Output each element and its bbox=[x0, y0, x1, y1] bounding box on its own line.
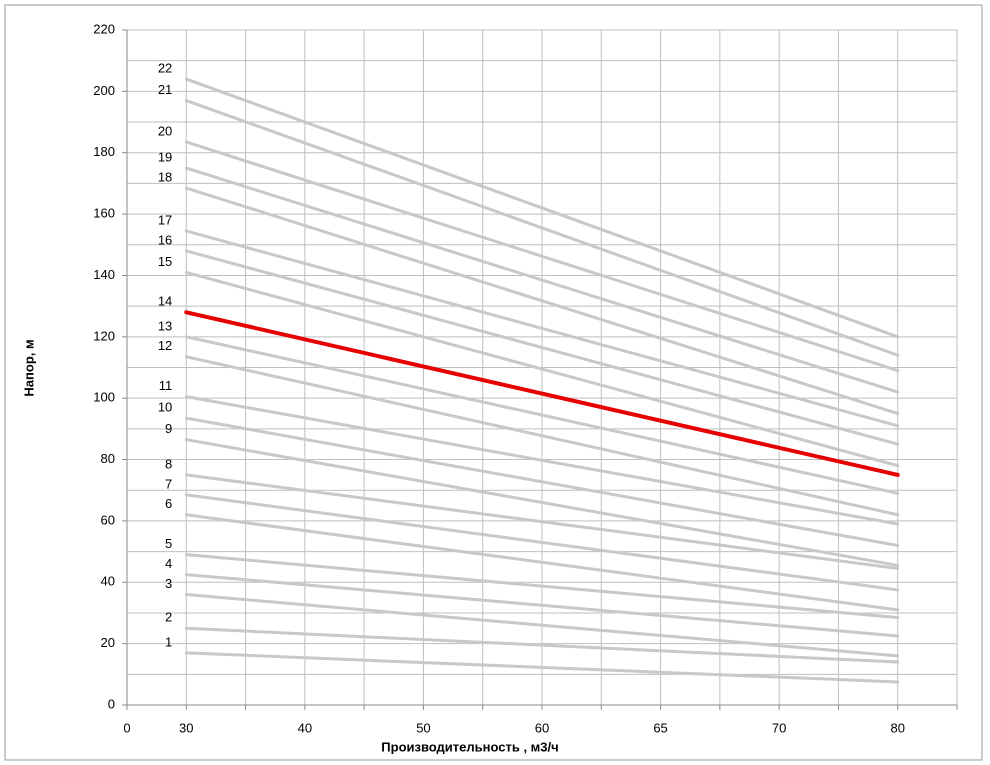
series-line bbox=[184, 473, 900, 570]
x-tick-label: 40 bbox=[298, 720, 312, 735]
series-line bbox=[184, 416, 900, 547]
series-label: 9 bbox=[165, 421, 172, 436]
series-line bbox=[184, 166, 900, 394]
series-line bbox=[184, 310, 900, 477]
x-axis-label: Производительность , м3/ч bbox=[381, 739, 558, 754]
series-label: 13 bbox=[158, 318, 172, 333]
x-tick-label: 0 bbox=[123, 720, 130, 735]
y-tick-label: 0 bbox=[108, 696, 115, 711]
series-line bbox=[184, 651, 900, 684]
series-line bbox=[184, 493, 900, 592]
series-line bbox=[184, 553, 900, 620]
y-tick-label: 220 bbox=[93, 21, 115, 36]
series-label: 8 bbox=[165, 456, 172, 471]
series-line bbox=[184, 513, 900, 612]
series-label: 5 bbox=[165, 536, 172, 551]
series-label: 6 bbox=[165, 496, 172, 511]
y-tick-label: 180 bbox=[93, 144, 115, 159]
series-label: 7 bbox=[165, 476, 172, 491]
x-tick-label: 65 bbox=[653, 720, 667, 735]
y-tick-label: 200 bbox=[93, 83, 115, 98]
y-tick-label: 40 bbox=[101, 574, 115, 589]
series-label: 3 bbox=[165, 576, 172, 591]
x-tick-label: 80 bbox=[890, 720, 904, 735]
series-label: 11 bbox=[159, 378, 173, 393]
series-line bbox=[184, 99, 900, 357]
series-label: 16 bbox=[158, 232, 172, 247]
series-line bbox=[184, 249, 900, 446]
series-line bbox=[184, 335, 900, 495]
y-tick-label: 160 bbox=[93, 206, 115, 221]
series-line bbox=[184, 140, 900, 373]
y-tick-label: 20 bbox=[101, 635, 115, 650]
series-line bbox=[184, 438, 900, 567]
series-label: 20 bbox=[158, 123, 172, 138]
series-label: 1 bbox=[165, 634, 172, 649]
series-line bbox=[184, 573, 900, 638]
y-tick-label: 100 bbox=[93, 390, 115, 405]
x-tick-label: 60 bbox=[535, 720, 549, 735]
x-tick-label: 50 bbox=[416, 720, 430, 735]
y-tick-label: 120 bbox=[93, 328, 115, 343]
series-label: 4 bbox=[165, 556, 172, 571]
series-label: 12 bbox=[158, 338, 172, 353]
y-axis-label: Напор, м bbox=[21, 339, 36, 396]
series-line bbox=[184, 186, 900, 416]
series-label: 22 bbox=[158, 61, 172, 76]
y-tick-label: 80 bbox=[101, 451, 115, 466]
series-line bbox=[184, 270, 900, 468]
series-label: 10 bbox=[158, 400, 172, 415]
series-line bbox=[184, 626, 900, 664]
series-line bbox=[184, 395, 900, 526]
series-label: 15 bbox=[158, 254, 172, 269]
series-label: 18 bbox=[158, 169, 172, 184]
series-line bbox=[184, 77, 900, 339]
series-line bbox=[184, 355, 900, 517]
series-label: 14 bbox=[158, 294, 172, 309]
series-label: 2 bbox=[165, 610, 172, 625]
y-tick-label: 60 bbox=[101, 512, 115, 527]
series-label: 19 bbox=[158, 150, 172, 165]
series-line bbox=[184, 593, 900, 658]
series-label: 21 bbox=[158, 82, 172, 97]
y-tick-label: 140 bbox=[93, 267, 115, 282]
x-tick-label: 70 bbox=[772, 720, 786, 735]
x-tick-label: 30 bbox=[179, 720, 193, 735]
series-label: 17 bbox=[158, 212, 172, 227]
series-line bbox=[184, 229, 900, 428]
